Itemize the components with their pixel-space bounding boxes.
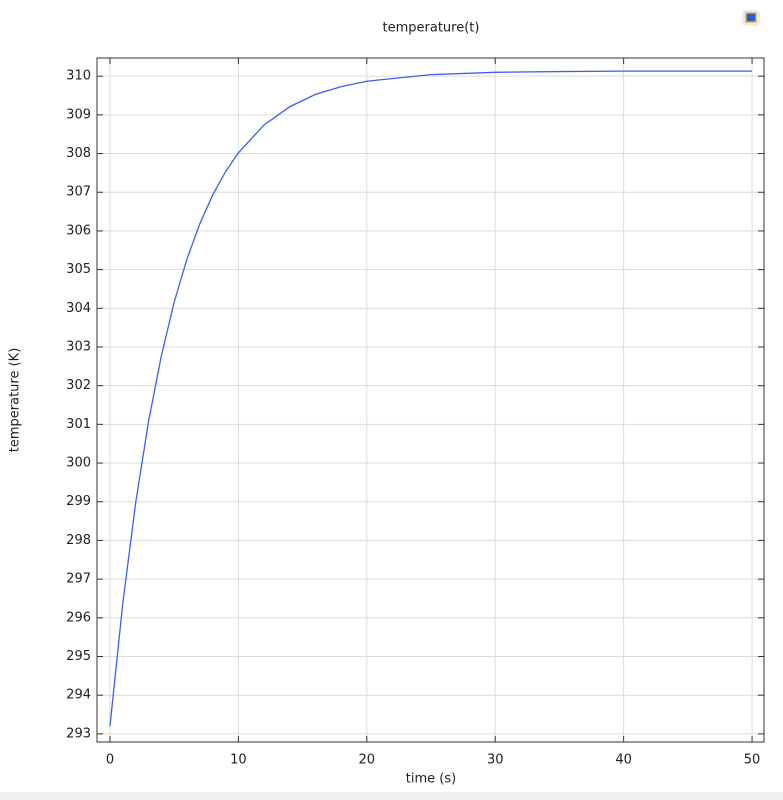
y-tick-label: 309: [66, 107, 91, 122]
y-tick-label: 300: [66, 456, 91, 471]
chart-title: temperature(t): [383, 21, 480, 36]
x-tick-label: 10: [230, 753, 247, 768]
y-axis-label: temperature (K): [8, 348, 23, 453]
y-tick-label: 298: [66, 533, 91, 548]
y-tick-label: 308: [66, 146, 91, 161]
x-tick-label: 40: [615, 753, 632, 768]
y-tick-label: 297: [66, 572, 91, 587]
line-series: [109, 70, 753, 727]
icon-glyph[interactable]: [745, 12, 757, 23]
x-tick-label: 30: [487, 753, 504, 768]
x-tick-label: 20: [359, 753, 376, 768]
x-tick-label: 0: [106, 753, 114, 768]
plot-frame: [96, 57, 765, 743]
y-tick-label: 293: [66, 726, 91, 741]
y-tick-label: 295: [66, 649, 91, 664]
y-tick-label: 310: [66, 69, 91, 84]
y-tick-label: 304: [66, 301, 91, 316]
y-tick-label: 294: [66, 688, 91, 703]
export-icon[interactable]: [742, 10, 760, 26]
bottom-bar: [0, 792, 783, 800]
y-tick-label: 307: [66, 185, 91, 200]
y-tick-label: 305: [66, 262, 91, 277]
y-tick-label: 296: [66, 610, 91, 625]
x-axis-label: time (s): [406, 772, 456, 787]
y-tick-label: 306: [66, 223, 91, 238]
y-tick-label: 299: [66, 494, 91, 509]
y-tick-label: 302: [66, 378, 91, 393]
y-tick-label: 303: [66, 339, 91, 354]
y-tick-label: 301: [66, 417, 91, 432]
x-tick-label: 50: [744, 753, 761, 768]
